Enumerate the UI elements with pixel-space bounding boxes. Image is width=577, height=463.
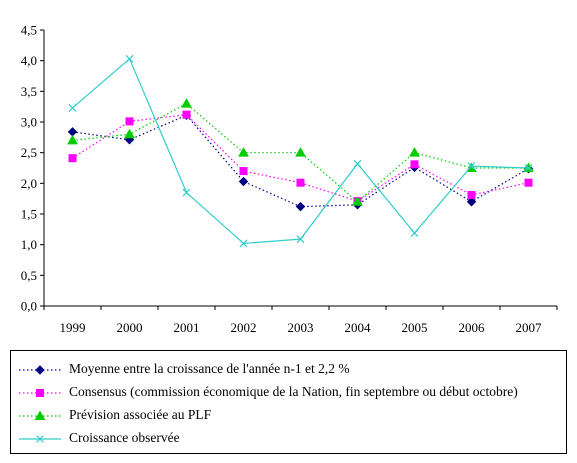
legend-swatch-consensus <box>19 389 61 397</box>
legend-marker <box>34 410 46 420</box>
legend-item-moyenne: Moyenne entre la croissance de l'année n… <box>11 359 566 381</box>
data-point-consensus <box>125 117 134 126</box>
data-point-croissance <box>524 164 533 172</box>
data-point-croissance <box>125 54 134 63</box>
data-point-moyenne <box>67 127 78 137</box>
legend-label-moyenne: Moyenne entre la croissance de l'année n… <box>69 361 350 376</box>
x-tick-label: 2001 <box>174 320 200 335</box>
legend-item-croissance: Croissance observée <box>11 428 566 450</box>
data-point-prevision <box>181 98 192 108</box>
series-line-prevision <box>72 102 529 203</box>
y-tick-label: 4,5 <box>21 23 37 38</box>
data-point-croissance <box>68 103 77 112</box>
data-point-prevision <box>238 147 249 157</box>
data-point-croissance <box>239 239 248 248</box>
legend-label-consensus: Consensus (commission économique de la N… <box>69 384 518 399</box>
y-tick-label: 3,0 <box>21 115 37 130</box>
data-point-croissance <box>410 229 419 237</box>
data-point-prevision <box>67 134 78 145</box>
data-point-consensus <box>467 190 476 199</box>
legend-marker <box>36 389 44 397</box>
series-line-moyenne <box>72 114 529 208</box>
series-consensus <box>68 110 533 206</box>
data-point-moyenne <box>238 176 249 187</box>
data-point-prevision <box>409 147 420 157</box>
y-tick-label: 1,0 <box>21 237 37 252</box>
legend-label-croissance: Croissance observée <box>69 430 180 445</box>
data-point-prevision <box>124 128 135 139</box>
chart-plot-area: 0,0 0,5 1,0 1,5 2,0 2,5 3,0 3,5 4,0 4,5 1999 2000 20… <box>21 23 558 335</box>
legend-swatch-croissance <box>19 435 61 443</box>
data-point-croissance <box>182 188 191 197</box>
data-point-croissance <box>353 159 362 168</box>
data-point-croissance <box>467 162 476 171</box>
data-point-consensus <box>182 110 191 119</box>
y-tick-label: 4,0 <box>21 53 37 68</box>
y-tick-label: 0,0 <box>21 299 37 314</box>
data-point-consensus <box>524 178 533 187</box>
series-croissance <box>68 54 533 248</box>
legend-marker <box>35 365 45 375</box>
x-tick-label: 2000 <box>117 320 143 335</box>
y-tick-label: 0,5 <box>21 268 37 283</box>
chart-legend: Moyenne entre la croissance de l'année n… <box>10 350 567 454</box>
legend-label-prevision: Prévision associée au PLF <box>69 407 212 422</box>
x-tick-label: 2007 <box>516 320 543 335</box>
x-tick-label: 1999 <box>60 320 86 335</box>
y-tick-label: 1,5 <box>21 207 37 222</box>
legend-swatch-prevision <box>19 410 61 420</box>
y-tick-label: 2,0 <box>21 176 37 191</box>
series-moyenne <box>67 110 534 212</box>
data-point-consensus <box>68 154 77 163</box>
x-tick-label: 2004 <box>345 320 372 335</box>
data-point-moyenne <box>466 197 477 207</box>
data-point-consensus <box>296 178 305 187</box>
data-point-croissance <box>296 235 305 244</box>
series-prevision <box>67 98 534 206</box>
data-point-moyenne <box>295 201 306 212</box>
x-tick-label: 2002 <box>231 320 257 335</box>
data-point-prevision <box>295 147 306 157</box>
x-tick-label: 2005 <box>402 320 428 335</box>
y-tick-label: 3,5 <box>21 84 37 99</box>
x-tick-label: 2003 <box>288 320 314 335</box>
x-tick-label: 2006 <box>459 320 486 335</box>
data-point-consensus <box>410 160 419 169</box>
legend-item-prevision: Prévision associée au PLF <box>11 405 566 427</box>
series-line-consensus <box>72 114 529 202</box>
y-tick-label: 2,5 <box>21 145 37 160</box>
data-point-prevision <box>352 196 363 206</box>
legend-swatch-moyenne <box>19 365 61 375</box>
data-point-consensus <box>239 167 248 176</box>
legend-marker <box>36 435 44 443</box>
legend-item-consensus: Consensus (commission économique de la N… <box>11 382 566 404</box>
